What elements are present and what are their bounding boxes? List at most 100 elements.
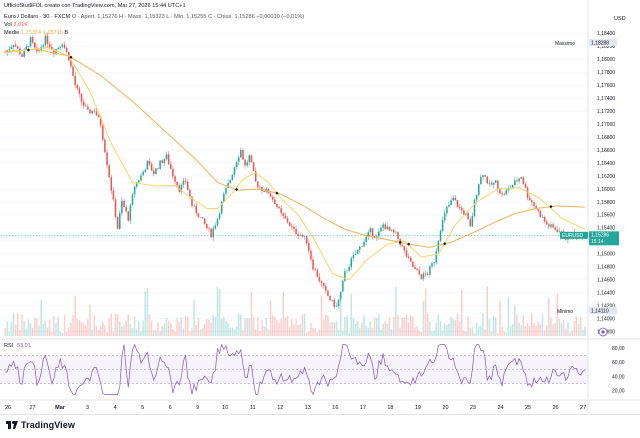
candle-body[interactable] xyxy=(17,46,19,49)
candle-body[interactable] xyxy=(320,281,323,283)
candle-body[interactable] xyxy=(327,290,329,296)
candle-body[interactable] xyxy=(31,37,34,43)
candle-body[interactable] xyxy=(186,181,189,190)
candle-body[interactable] xyxy=(174,176,176,182)
candle-body[interactable] xyxy=(293,226,295,230)
candle-body[interactable] xyxy=(110,177,113,191)
candle-body[interactable] xyxy=(477,184,480,195)
candle-body[interactable] xyxy=(401,245,404,247)
candle-body[interactable] xyxy=(140,175,142,181)
candle-body[interactable] xyxy=(55,49,57,55)
candle-body[interactable] xyxy=(237,157,240,162)
candle-body[interactable] xyxy=(53,49,55,55)
candle-body[interactable] xyxy=(38,49,40,52)
candle-body[interactable] xyxy=(106,152,108,166)
candle-body[interactable] xyxy=(159,160,161,169)
candle-body[interactable] xyxy=(301,234,304,237)
candle-body[interactable] xyxy=(494,180,497,183)
candle-body[interactable] xyxy=(93,110,96,112)
candle-body[interactable] xyxy=(450,200,452,205)
candle-body[interactable] xyxy=(407,256,410,258)
candle-body[interactable] xyxy=(446,206,448,214)
candle-body[interactable] xyxy=(550,224,552,227)
candle-body[interactable] xyxy=(505,189,508,195)
candle-body[interactable] xyxy=(303,236,306,237)
candle-body[interactable] xyxy=(108,165,110,178)
candle-body[interactable] xyxy=(492,182,495,185)
candle-body[interactable] xyxy=(82,101,85,106)
candle-body[interactable] xyxy=(314,269,316,271)
candle-body[interactable] xyxy=(85,105,87,107)
candle-body[interactable] xyxy=(420,274,423,279)
candle-body[interactable] xyxy=(412,261,414,267)
candle-body[interactable] xyxy=(48,43,51,47)
candle-body[interactable] xyxy=(346,270,348,272)
candle-body[interactable] xyxy=(182,181,185,185)
candle-body[interactable] xyxy=(189,189,191,197)
candle-body[interactable] xyxy=(225,188,227,194)
candle-body[interactable] xyxy=(426,273,429,275)
candle-body[interactable] xyxy=(231,174,234,180)
candle-body[interactable] xyxy=(325,286,327,291)
candle-body[interactable] xyxy=(339,291,342,300)
candle-body[interactable] xyxy=(195,205,197,214)
candle-body[interactable] xyxy=(4,52,6,54)
candle-body[interactable] xyxy=(448,204,450,207)
candle-body[interactable] xyxy=(240,150,242,158)
candle-body[interactable] xyxy=(486,176,488,184)
candle-body[interactable] xyxy=(280,208,282,214)
candle-body[interactable] xyxy=(443,213,446,221)
candle-body[interactable] xyxy=(235,161,238,168)
candle-body[interactable] xyxy=(61,44,64,47)
candle-body[interactable] xyxy=(520,177,522,179)
candle-body[interactable] xyxy=(356,249,359,254)
candle-body[interactable] xyxy=(497,180,499,190)
ma-row[interactable]: Medie 1,15384 1,15715 B xyxy=(4,30,68,36)
candle-body[interactable] xyxy=(531,200,533,203)
candle-body[interactable] xyxy=(473,199,476,216)
candle-body[interactable] xyxy=(467,213,469,220)
candle-body[interactable] xyxy=(123,200,125,208)
candle-body[interactable] xyxy=(463,210,465,215)
candle-body[interactable] xyxy=(348,266,350,271)
candle-body[interactable] xyxy=(165,154,168,160)
candle-body[interactable] xyxy=(499,189,501,194)
candle-body[interactable] xyxy=(269,193,272,197)
candle-body[interactable] xyxy=(539,210,542,218)
candle-body[interactable] xyxy=(501,193,503,195)
candle-body[interactable] xyxy=(161,160,164,163)
candle-body[interactable] xyxy=(252,162,255,172)
candle-body[interactable] xyxy=(169,164,172,169)
candle-body[interactable] xyxy=(197,213,200,218)
brand[interactable]: TradingView xyxy=(6,420,75,430)
candle-body[interactable] xyxy=(429,266,431,275)
candle-body[interactable] xyxy=(163,159,166,163)
candle-body[interactable] xyxy=(482,175,484,178)
candle-body[interactable] xyxy=(352,255,355,259)
candle-body[interactable] xyxy=(409,257,412,262)
candle-body[interactable] xyxy=(259,186,261,188)
candle-body[interactable] xyxy=(220,201,223,214)
candle-body[interactable] xyxy=(312,259,314,270)
candle-body[interactable] xyxy=(382,224,384,228)
candle-body[interactable] xyxy=(176,181,178,186)
candle-body[interactable] xyxy=(246,162,248,166)
candle-body[interactable] xyxy=(376,236,378,238)
candle-body[interactable] xyxy=(118,213,121,229)
candle-body[interactable] xyxy=(435,251,438,263)
candle-body[interactable] xyxy=(65,47,68,52)
candle-body[interactable] xyxy=(507,187,510,190)
candlesticks[interactable] xyxy=(4,32,586,310)
candle-body[interactable] xyxy=(223,193,225,202)
candle-body[interactable] xyxy=(516,180,518,182)
candle-body[interactable] xyxy=(144,169,147,172)
candle-body[interactable] xyxy=(95,111,98,116)
candle-body[interactable] xyxy=(51,46,53,50)
candle-body[interactable] xyxy=(150,164,153,171)
candle-body[interactable] xyxy=(441,220,444,231)
candle-body[interactable] xyxy=(480,177,482,185)
candle-body[interactable] xyxy=(184,181,187,182)
time-axis[interactable]: 26 27 Mar 3 4 5 6 9 10 11 12 13 16 17 18 19 20 23 24 25 26 27 xyxy=(5,405,586,411)
candle-body[interactable] xyxy=(191,196,193,206)
candle-body[interactable] xyxy=(363,241,365,247)
